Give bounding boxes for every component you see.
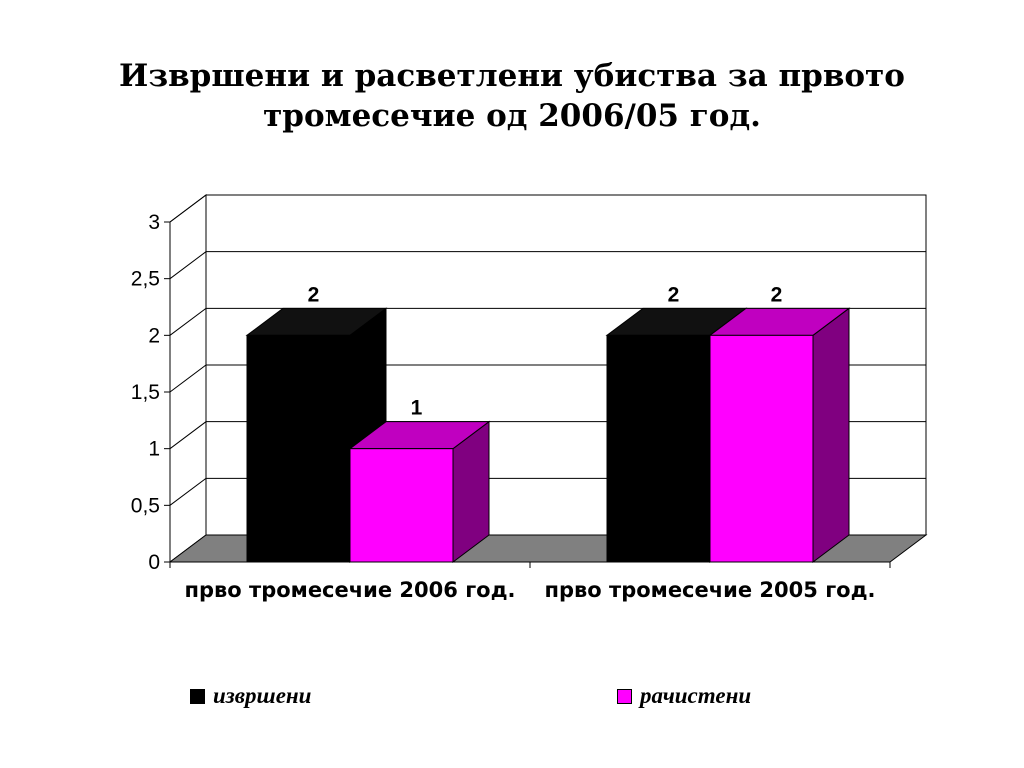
- y-gridline: [169, 251, 926, 280]
- chart-title-line-2: тромесечие од 2006/05 год.: [263, 98, 761, 134]
- y-tick-label: 3: [148, 211, 160, 234]
- chart-title-line-1: Извршени и расветлени убиства за првото: [119, 58, 905, 94]
- legend-label-racisteni: рачистени: [640, 683, 752, 708]
- legend-item-izvrseni: извршени: [190, 683, 311, 709]
- y-tick-label: 1: [148, 438, 160, 461]
- legend-swatch-izvrseni: [190, 688, 205, 704]
- y-gridline: [169, 194, 926, 223]
- bar-racisteni: [349, 448, 454, 563]
- data-label-izvrseni: 2: [308, 283, 320, 306]
- bar-izvrseni: [606, 334, 711, 563]
- y-tick-label: 0,5: [131, 494, 160, 517]
- x-category-label-2: прво тромесечие 2005 год.: [544, 578, 876, 602]
- bar-side-racisteni: [812, 307, 850, 563]
- y-tick-label: 2: [148, 324, 160, 347]
- bar-izvrseni: [246, 334, 351, 563]
- legend-item-racisteni: рачистени: [617, 683, 751, 709]
- legend-swatch-racisteni: [617, 688, 632, 704]
- x-category-label-1: прво тромесечие 2006 год.: [184, 578, 516, 602]
- y-tick-label: 1,5: [131, 381, 160, 404]
- y-tick-label: 2,5: [131, 268, 160, 291]
- data-label-izvrseni: 2: [668, 283, 680, 306]
- data-label-racisteni: 1: [411, 397, 423, 420]
- bar-racisteni: [709, 334, 814, 563]
- data-label-racisteni: 2: [771, 283, 783, 306]
- legend-label-izvrseni: извршени: [213, 683, 312, 708]
- y-tick-label: 0: [148, 551, 160, 574]
- chart-title: Извршени и расветлени убиства за првото …: [0, 56, 1024, 136]
